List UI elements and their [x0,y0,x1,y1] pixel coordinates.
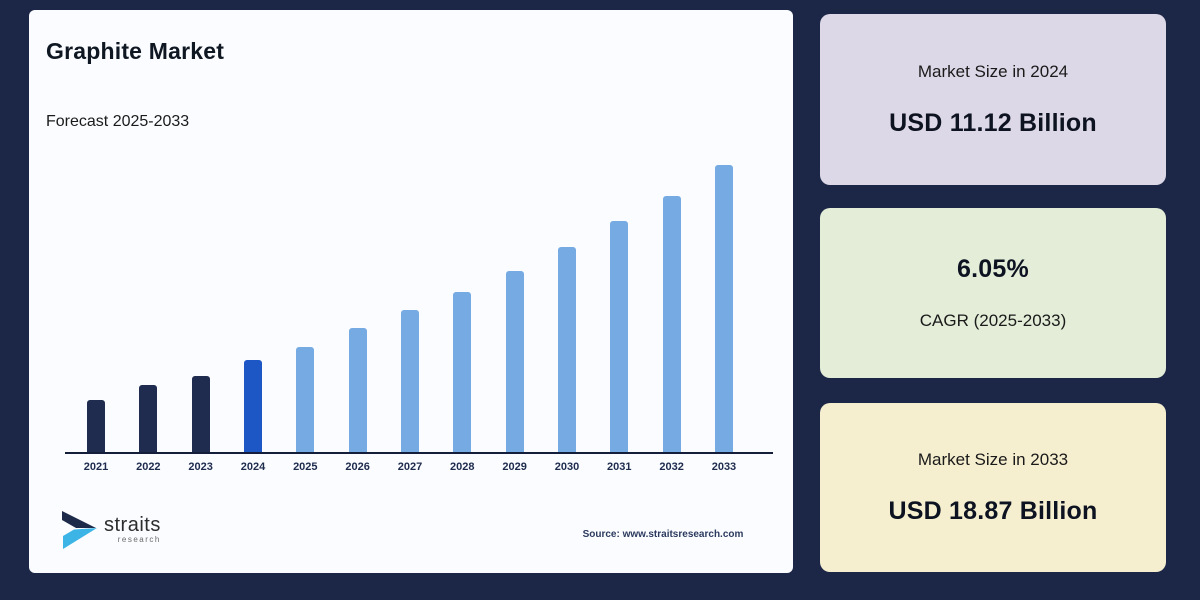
market-size-2033-label: Market Size in 2033 [917,449,1069,469]
x-axis-label-2026: 2026 [345,461,370,473]
chart-card: Graphite Market Forecast 2025-2033 2021 2… [29,10,793,573]
bar-2027 [400,310,419,452]
x-axis-labels: 2021 2022 2023 2024 2025 2026 2027 2028 2029 2030… [65,461,773,477]
straits-arrow-icon [62,511,97,549]
bar-2029 [505,271,524,452]
bar-2022 [139,385,158,452]
bar-chart [65,162,773,452]
bar-2021 [87,400,105,452]
x-axis-label-2030: 2030 [554,461,580,473]
x-axis-label-2024: 2024 [240,461,266,473]
x-axis-label-2025: 2025 [293,461,318,473]
market-size-2024-panel: Market Size in 2024 USD 11.12 Billion [820,14,1166,185]
x-axis-line [65,452,773,454]
x-axis-label-2022: 2022 [136,461,161,473]
x-axis-label-2029: 2029 [502,461,527,473]
market-size-2024-value: USD 11.12 Billion [889,108,1097,137]
cagr-panel: 6.05% CAGR (2025-2033) [820,208,1166,378]
market-size-2033-value: USD 18.87 Billion [888,496,1098,525]
x-axis-label-2031: 2031 [607,461,632,473]
bar-2025 [296,347,315,452]
bar-2033 [714,165,733,452]
cagr-value: 6.05% [957,255,1029,283]
x-axis-label-2033: 2033 [711,461,737,473]
x-axis-label-2021: 2021 [83,461,109,473]
bar-2026 [348,328,367,452]
logo-sub-text: research [117,534,161,544]
forecast-subtitle: Forecast 2025-2033 [46,113,190,130]
bar-2030 [557,247,576,452]
bar-2031 [610,221,629,452]
cagr-label: CAGR (2025-2033) [919,311,1067,330]
x-axis-label-2027: 2027 [397,461,423,473]
page-title: Graphite Market [46,38,225,64]
x-axis-label-2028: 2028 [450,461,475,473]
market-size-2033-panel: Market Size in 2033 USD 18.87 Billion [820,403,1166,572]
source-url: Source: www.straitsresearch.com [582,529,744,540]
x-axis-label-2032: 2032 [659,461,684,473]
x-axis-label-2023: 2023 [188,461,213,473]
logo-name-text: straits [104,513,161,536]
bar-2023 [191,376,210,452]
market-size-2024-label: Market Size in 2024 [917,61,1069,81]
straits-research-logo: straits research [58,506,161,552]
bar-2028 [453,292,472,452]
bar-2024 [243,360,262,452]
logo-navy-wedge [62,511,96,528]
logo-cyan-wedge [63,528,97,549]
bar-2032 [662,196,681,452]
